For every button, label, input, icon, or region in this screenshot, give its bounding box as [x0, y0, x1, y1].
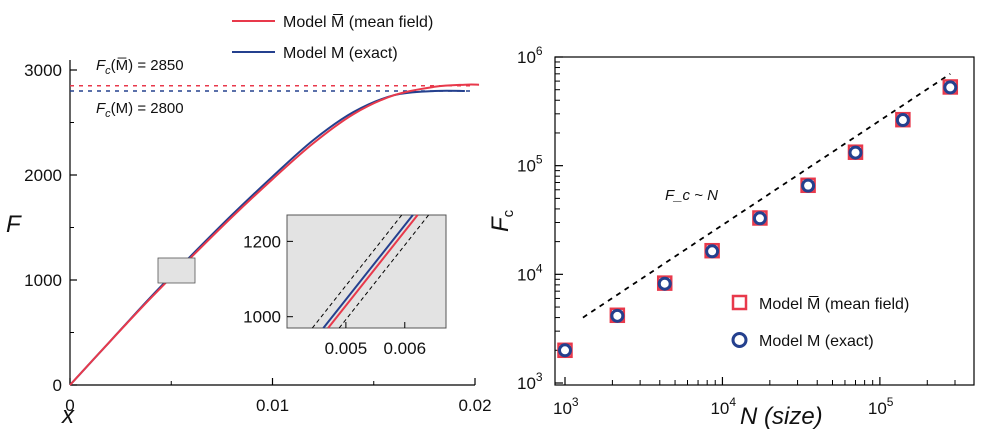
exact-circle-point	[705, 244, 720, 259]
left-x-tick-label: 0	[65, 396, 74, 415]
left-y-tick-label: 0	[53, 376, 62, 395]
inset-upper-bound-line	[311, 214, 403, 329]
exact-circle-point	[657, 276, 672, 291]
inset-x-tick-label: 0.005	[325, 339, 368, 358]
inset-y-tick-label: 1000	[243, 308, 281, 327]
right-x-tick-label: 105	[868, 395, 894, 418]
exact-circle-point	[610, 308, 625, 323]
zoom-region-box	[157, 257, 196, 284]
exact-circle-point	[895, 113, 910, 128]
inset-exact-line	[322, 214, 414, 329]
right-y-tick-label: 106	[517, 44, 543, 67]
fc-exact-annotation: Fc(M) = 2800	[96, 100, 184, 120]
exact-circle-point	[848, 145, 863, 160]
right-y-tick-label: 104	[517, 261, 543, 284]
right-chart: 103 104 105 103 104 105 106 F_c ~ N N (size) F…	[487, 44, 975, 430]
exact-circle-point	[558, 343, 572, 358]
right-x-tick-label: 104	[710, 395, 736, 418]
right-y-label: Fc	[487, 209, 517, 232]
inset-chart: 1000 1200 0.005 0.006	[243, 214, 447, 358]
inset-y-tick-label: 1200	[243, 232, 281, 251]
scaling-annotation: F_c ~ N	[665, 187, 718, 204]
scaling-trend-line	[582, 73, 951, 319]
right-plot-frame	[554, 56, 975, 386]
right-y-tick-label: 103	[517, 370, 543, 393]
left-y-label: F	[6, 211, 22, 238]
legend-label-exact: Model M (exact)	[283, 45, 398, 62]
left-x-tick-label: 0.02	[458, 396, 491, 415]
mean-field-curve	[69, 83, 480, 386]
left-x-tick-label: 0.01	[256, 396, 289, 415]
inset-x-tick-label: 0.006	[384, 339, 427, 358]
inset-frame	[286, 214, 447, 329]
exact-circle-point	[801, 178, 816, 193]
right-x-label: N (size)	[740, 403, 823, 430]
inset-mean-field-line	[327, 214, 419, 329]
left-chart: 0 1000 2000 3000 0 0.01 0.02 x F Model M̅ (mea…	[6, 13, 492, 429]
inset-lower-bound-line	[338, 214, 430, 329]
legend-label-mean-field: Model M̅ (mean field)	[283, 13, 433, 31]
right-x-tick-label: 103	[553, 395, 579, 418]
left-y-tick-label: 3000	[24, 61, 62, 80]
legend-label-mean-field-right: Model M̅ (mean field)	[759, 295, 909, 313]
fc-mean-field-annotation: Fc(M̅) = 2850	[96, 57, 184, 77]
legend-circle-marker	[731, 332, 748, 348]
left-y-tick-label: 2000	[24, 166, 62, 185]
legend-square-marker	[731, 294, 748, 311]
legend-label-exact-right: Model M (exact)	[759, 333, 874, 350]
left-x-label: x	[61, 402, 75, 429]
right-y-tick-label: 105	[517, 153, 543, 176]
exact-circle-point	[943, 80, 958, 95]
left-y-tick-label: 1000	[24, 271, 62, 290]
exact-circle-point	[752, 211, 767, 226]
